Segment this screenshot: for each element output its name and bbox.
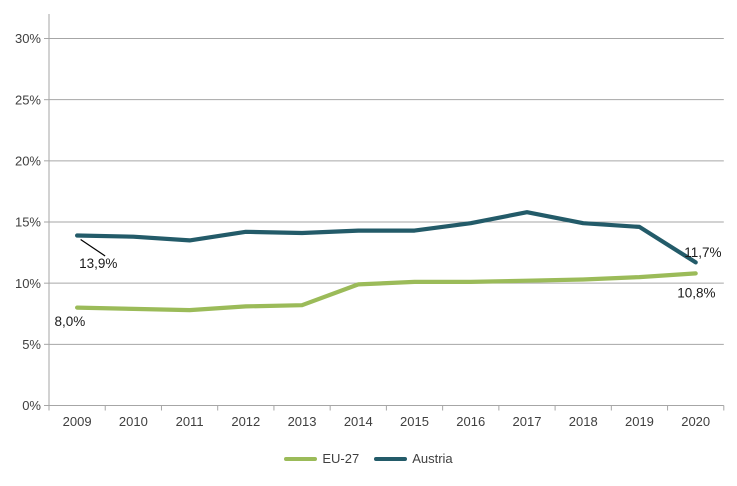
annotation-leader-line [80, 238, 106, 257]
y-axis-label-10%: 10% [15, 276, 41, 291]
legend-item-austria: Austria [374, 451, 453, 466]
y-axis-label-20%: 20% [15, 154, 41, 169]
chart-legend: EU-27 Austria [0, 452, 737, 465]
series-line-austria [74, 210, 698, 265]
x-axis-label-2016: 2016 [456, 414, 485, 429]
y-axis-label-30%: 30% [15, 31, 41, 46]
x-axis-label-2012: 2012 [231, 414, 260, 429]
x-axis-label-2018: 2018 [569, 414, 598, 429]
legend-item-eu-27: EU-27 [284, 452, 359, 465]
x-axis-label-2009: 2009 [63, 414, 92, 429]
data-label-eu-27-2020: 10,8% [677, 285, 715, 300]
x-axis-label-2019: 2019 [625, 414, 654, 429]
x-axis-label-2014: 2014 [344, 414, 373, 429]
data-label-austria-2020: 11,7% [684, 245, 721, 260]
y-axis-label-5%: 5% [22, 337, 41, 352]
legend-swatch-eu-27 [284, 456, 318, 461]
data-label-eu-27-2009: 8,0% [55, 314, 86, 329]
legend-label-eu-27: EU-27 [322, 451, 360, 466]
legend-label-austria: Austria [412, 451, 453, 466]
x-axis-label-2013: 2013 [288, 414, 317, 429]
x-axis-label-2020: 2020 [681, 414, 710, 429]
x-axis-label-2011: 2011 [176, 414, 204, 429]
y-axis-label-15%: 15% [15, 215, 41, 230]
y-axis-label-25%: 25% [15, 92, 41, 107]
y-axis-label-0%: 0% [22, 398, 41, 413]
data-label-austria-2009: 13,9% [79, 256, 117, 271]
series-line-eu-27 [74, 271, 698, 313]
legend-swatch-austria [374, 456, 408, 461]
x-axis-label-2017: 2017 [513, 414, 542, 429]
x-axis-label-2015: 2015 [400, 414, 429, 429]
x-axis-label-2010: 2010 [119, 414, 148, 429]
